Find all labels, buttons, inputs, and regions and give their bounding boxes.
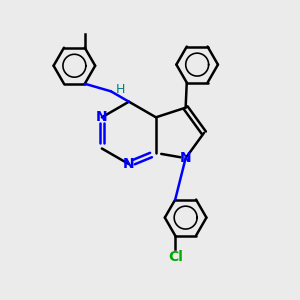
Text: N: N <box>123 157 135 171</box>
Text: N: N <box>180 151 191 165</box>
Text: Cl: Cl <box>168 250 183 265</box>
Text: N: N <box>96 110 108 124</box>
Text: H: H <box>116 83 125 96</box>
